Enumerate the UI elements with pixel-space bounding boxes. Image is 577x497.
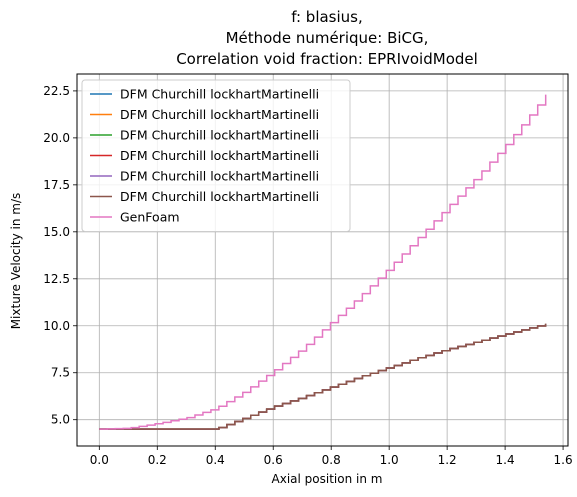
series-line-2 xyxy=(99,323,547,430)
series-line-5 xyxy=(99,323,547,430)
title-line-2: Méthode numérique: BiCG, xyxy=(226,29,429,47)
legend-label: DFM Churchill lockhartMartinelli xyxy=(120,128,319,143)
y-tick-label: 20.0 xyxy=(43,131,70,145)
x-tick-label: 0.0 xyxy=(90,453,109,467)
legend: DFM Churchill lockhartMartinelli DFM Chur… xyxy=(81,79,351,232)
legend-label: DFM Churchill lockhartMartinelli xyxy=(120,107,319,122)
series-line-3 xyxy=(99,323,547,430)
legend-label: DFM Churchill lockhartMartinelli xyxy=(120,148,319,163)
x-tick-label: 1.4 xyxy=(496,453,515,467)
series-line-1 xyxy=(99,323,547,430)
y-tick-label: 12.5 xyxy=(43,272,70,286)
y-tick-label: 22.5 xyxy=(43,84,70,98)
x-tick-label: 1.2 xyxy=(438,453,457,467)
y-tick-label: 7.5 xyxy=(51,366,70,380)
y-tick-label: 10.0 xyxy=(43,319,70,333)
y-axis-label: Mixture Velocity in m/s xyxy=(9,193,23,330)
x-tick-label: 1.6 xyxy=(554,453,573,467)
x-tick-label: 0.2 xyxy=(148,453,167,467)
title-line-1: f: blasius, xyxy=(291,8,363,26)
legend-label: GenFoam xyxy=(120,210,180,225)
legend-label: DFM Churchill lockhartMartinelli xyxy=(120,189,319,204)
series-line-6 xyxy=(99,323,547,430)
plot-series xyxy=(99,94,547,430)
y-tick-label: 5.0 xyxy=(51,413,70,427)
plot-frame xyxy=(76,73,569,447)
x-tick-label: 0.6 xyxy=(264,453,283,467)
x-axis-label: Axial position in m xyxy=(272,472,383,486)
chart-title: f: blasius, Méthode numérique: BiCG, Cor… xyxy=(176,8,478,68)
legend-label: DFM Churchill lockhartMartinelli xyxy=(120,169,319,184)
legend-label: DFM Churchill lockhartMartinelli xyxy=(120,87,319,102)
title-line-3: Correlation void fraction: EPRIvoidModel xyxy=(176,50,478,68)
legend-box xyxy=(81,79,351,232)
x-tick-label: 0.4 xyxy=(206,453,225,467)
series-line-7 xyxy=(99,94,547,430)
y-tick-label: 17.5 xyxy=(43,178,70,192)
axis-ticks: 0.0 0.2 0.4 0.6 0.8 1.0 1.2 1.4 1.6 5.0 7.5 10.0 12.… xyxy=(43,84,572,467)
x-tick-label: 0.8 xyxy=(322,453,341,467)
x-tick-label: 1.0 xyxy=(380,453,399,467)
y-tick-label: 15.0 xyxy=(43,225,70,239)
series-line-4 xyxy=(99,323,547,430)
